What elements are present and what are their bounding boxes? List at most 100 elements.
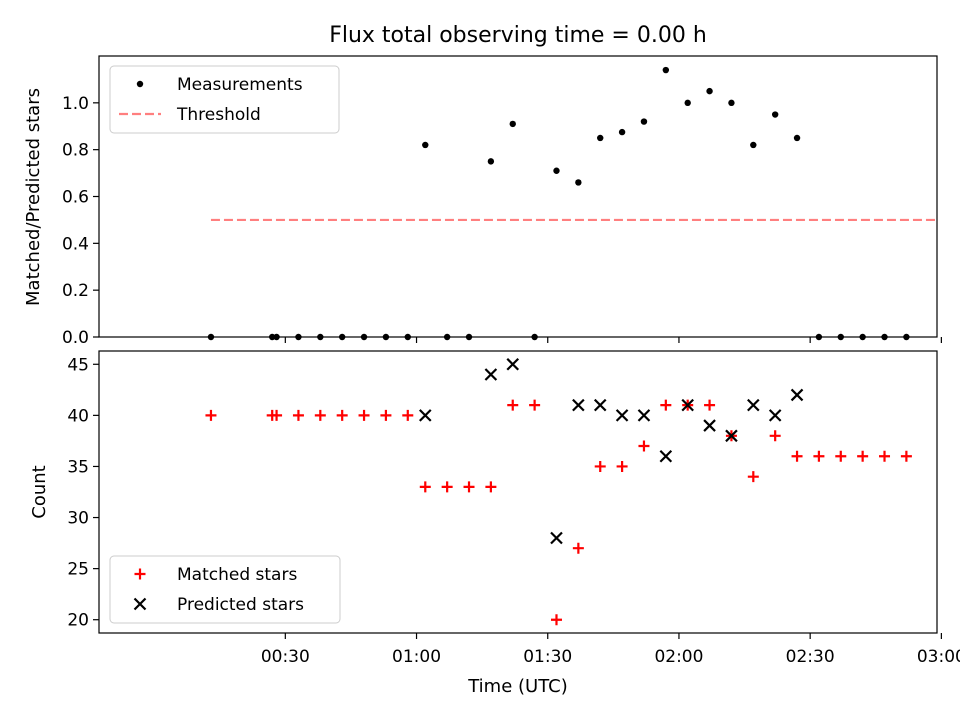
y-tick-label: 20 (67, 611, 89, 631)
legend-label: Measurements (177, 75, 303, 95)
legend-box (109, 555, 341, 624)
legend-label: Matched stars (177, 565, 297, 585)
measurement-point (771, 111, 779, 118)
matched-star-marker (638, 440, 650, 452)
measurement-point (575, 179, 582, 186)
y-tick-label: 30 (67, 509, 89, 529)
y-tick-label: 35 (67, 457, 89, 477)
predicted-star-marker (593, 398, 607, 412)
y-tick-label: 45 (67, 355, 89, 375)
bottom-panel: 20 25 30 35 40 45 00:30 01:00 01:30 02:00 02:30 03:… (67, 350, 960, 667)
top-y-axis-label: Matched/Predicted stars (23, 88, 44, 306)
x-tick-label: 01:30 (523, 647, 572, 667)
predicted-star-marker (790, 388, 804, 402)
x-tick-label: 02:30 (786, 647, 835, 667)
measurement-point (553, 167, 560, 174)
data-layer (207, 66, 960, 341)
measurement-point (404, 333, 411, 341)
y-tick-label: 0.2 (62, 281, 89, 301)
y-tick-label: 0.8 (62, 141, 89, 161)
y-tick-label: 1.0 (62, 94, 89, 114)
measurement-point (662, 66, 670, 74)
legend-box (109, 65, 340, 134)
matched-star-marker (485, 481, 497, 493)
measurement-point (793, 134, 801, 142)
matched-star-marker (813, 450, 825, 462)
measurement-point (317, 333, 324, 341)
matched-star-marker (791, 450, 803, 462)
matched-star-marker (900, 450, 912, 462)
predicted-star-marker (637, 409, 651, 422)
predicted-star-marker (768, 409, 782, 422)
matched-star-marker (660, 399, 672, 411)
matched-star-marker (857, 450, 869, 462)
data-layer (205, 358, 960, 626)
measurement-point (597, 134, 604, 142)
bottom-y-axis-label: Count (29, 465, 50, 518)
legend-dot-marker (136, 80, 144, 88)
matched-star-marker (572, 542, 584, 554)
measurement-point (881, 333, 888, 341)
predicted-star-marker (703, 419, 716, 432)
chart-title: Flux total observing time = 0.00 h (329, 23, 707, 48)
predicted-star-marker (681, 398, 694, 412)
measurement-point (618, 128, 626, 136)
predicted-star-marker (484, 368, 498, 381)
predicted-star-marker (659, 449, 673, 463)
measurement-point (465, 333, 473, 341)
matched-star-marker (292, 409, 304, 421)
y-tick-label: 0.0 (62, 328, 89, 348)
measurement-point (382, 333, 390, 341)
matched-star-marker (402, 409, 414, 421)
matched-star-marker (953, 451, 960, 462)
y-tick-label: 25 (67, 560, 89, 580)
matched-star-marker (441, 481, 453, 493)
measurement-point (640, 118, 648, 125)
measurement-point (706, 87, 713, 95)
x-tick-label: 00:30 (261, 647, 310, 667)
matched-star-marker (358, 409, 370, 421)
x-tick-label: 03:00 (917, 647, 960, 667)
predicted-star-marker (747, 398, 760, 412)
predicted-star-marker (419, 409, 432, 422)
measurement-point (903, 333, 910, 341)
measurement-point (338, 333, 346, 341)
matched-star-marker (463, 481, 475, 493)
predicted-star-marker (615, 409, 629, 422)
legend-label: Predicted stars (177, 595, 304, 615)
matched-star-marker (205, 409, 217, 421)
measurement-point (750, 141, 757, 149)
matched-star-marker (616, 460, 628, 472)
measurement-point (422, 141, 429, 149)
x-tick-label: 01:00 (392, 647, 441, 667)
predicted-star-marker (572, 398, 585, 412)
matched-star-marker (314, 409, 326, 421)
legend-label: Threshold (176, 105, 261, 125)
matched-star-marker (507, 399, 519, 411)
matched-star-marker (419, 481, 431, 493)
plot-frame (98, 350, 938, 634)
measurement-point (728, 99, 735, 107)
predicted-star-marker (506, 358, 520, 371)
measurement-point (268, 333, 276, 341)
matched-star-marker (529, 399, 541, 411)
matched-star-marker (747, 471, 759, 483)
measurement-point (487, 158, 495, 165)
measurement-point (531, 333, 538, 341)
measurement-point (956, 334, 960, 340)
measurement-point (443, 333, 451, 341)
matched-star-marker (336, 409, 348, 421)
top-panel: 0.0 0.2 0.4 0.6 0.8 1.0 Measurements Threshold (62, 55, 960, 348)
y-tick-label: 0.4 (62, 234, 89, 254)
matched-star-marker (879, 450, 891, 462)
matched-star-marker (550, 614, 562, 626)
predicted-star-marker (725, 429, 738, 443)
matched-star-marker (835, 450, 847, 462)
matched-star-marker (769, 430, 781, 442)
measurement-point (273, 333, 280, 341)
measurement-point (684, 99, 691, 107)
measurement-point (815, 333, 823, 341)
legend-plus-marker (134, 568, 146, 580)
matched-star-marker (271, 409, 283, 421)
